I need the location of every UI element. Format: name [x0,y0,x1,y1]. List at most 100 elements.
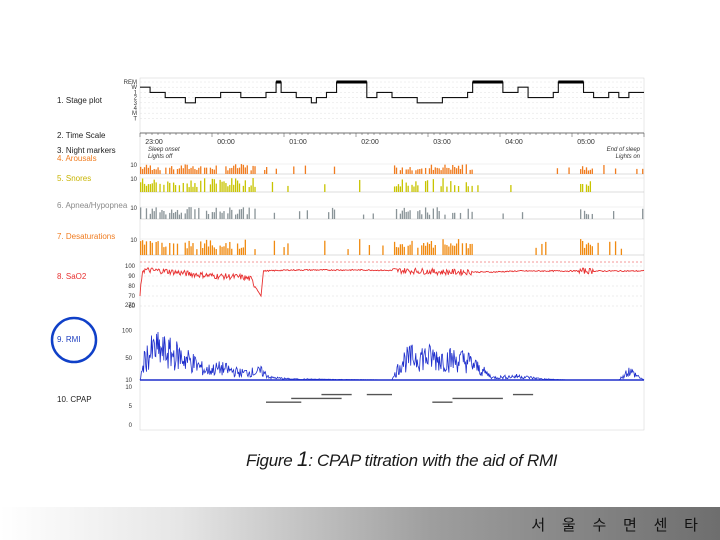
arousals-event-bar [198,167,200,174]
arousals-event-bar [145,164,148,174]
arousals-event-bar [196,169,198,174]
caption-number: 1 [296,448,309,471]
apnea-event-bar [467,208,469,219]
desat-event-bar [399,244,402,255]
apnea-event-bar [403,207,405,219]
apnea-event-bar [169,212,171,219]
apnea-event-bar [219,211,221,219]
arousals-event-bar [333,166,336,174]
desat-event-bar [347,249,349,255]
footer-center-name: 서 울 수 면 센 타 [531,516,704,534]
arousals-event-bar [244,167,246,174]
snores-event-bar [169,182,171,192]
arousals-event-bar [580,169,582,174]
arousals-event-bar [399,170,402,174]
apnea-event-bar [194,209,196,219]
apnea-event-bar [171,209,173,219]
arousals-event-bar [556,168,559,174]
desat-event-bar [401,244,403,255]
arousals-event-bar [153,168,155,174]
snores-event-bar [221,181,223,192]
arousals-event-bar [434,167,436,174]
desat-event-bar [215,249,217,255]
desat-event-bar [457,239,460,255]
snores-event-bar [203,178,206,192]
desat-event-bar [141,240,144,255]
arousals-event-bar [436,167,438,174]
snores-event-bar [407,185,409,192]
apnea-event-bar [421,214,423,219]
desat-event-bar [368,245,371,255]
snores-event-bar [581,184,584,192]
snores-event-bar [147,184,150,192]
snores-event-bar [442,178,444,192]
desat-event-bar [242,247,245,255]
apnea-event-bar [180,212,183,219]
desat-event-bar [430,241,433,255]
snores-event-bar [163,184,165,192]
desat-event-bar [227,248,229,255]
apnea-event-bar [591,213,593,219]
snores-event-bar [192,186,194,192]
desat-event-bar [434,245,436,255]
apnea-event-bar [362,214,365,219]
arousals-event-bar [471,169,473,174]
snores-event-bar [225,183,227,192]
arousals-event-bar [266,167,268,174]
snores-event-bar [467,186,469,192]
desat-event-bar [585,244,588,255]
desat-event-bar [382,245,384,255]
time-tick-2300: 23:00 [145,139,163,146]
desat-event-bar [223,246,225,255]
apnea-event-bar [254,208,256,219]
apnea-event-bar [234,214,237,219]
apnea-event-bar [585,213,588,219]
desat-event-bar [465,243,467,255]
apnea-event-bar [426,212,429,219]
apnea-event-bar [153,211,155,219]
snores-event-bar [587,185,590,192]
arousals-event-bar [242,164,245,174]
snores-event-bar [196,186,198,192]
snores-event-bar [401,179,403,192]
snores-event-bar [359,179,361,192]
arousals-event-bar [157,167,159,174]
marker-end-of-sleep: End of sleep [607,147,641,153]
desat-event-bar [211,245,214,255]
desat-event-bar [236,243,239,255]
apnea-event-bar [471,211,473,219]
snores-event-bar [417,185,419,192]
arousals-event-bar [401,167,403,174]
sao2-tick-100: 100 [125,264,136,270]
time-tick-0000: 00:00 [217,139,235,146]
snores-event-bar [510,185,512,192]
marker-lights-on: Lights on [616,154,641,160]
apnea-event-bar [612,211,615,219]
desat-event-bar [155,241,157,255]
desat-event-bar [229,241,231,255]
row-label-apnea: 6. Apnea/Hypopnea [57,201,128,210]
apnea-event-bar [178,214,181,219]
snores-event-bar [397,184,400,192]
arousals-event-bar [190,167,192,174]
desat-event-bar [455,243,458,255]
arousals-event-bar [176,168,179,174]
apnea-event-bar [438,211,440,219]
arousals-event-bar [454,167,456,174]
snores-event-bar [426,180,429,192]
arousals-event-bar [444,164,446,174]
snores-event-bar [145,185,148,192]
desat-event-bar [541,243,543,255]
snores-event-bar [252,178,254,192]
arousals-event-bar [225,166,227,174]
snores-event-bar [395,186,398,192]
snores-event-bar [271,181,274,192]
snores-event-bar [227,186,229,192]
desat-event-bar [609,241,611,255]
desat-event-bar [140,241,142,255]
desat-event-bar [273,240,276,255]
snores-event-bar [182,182,184,192]
sao2-tick-90: 90 [128,274,135,280]
